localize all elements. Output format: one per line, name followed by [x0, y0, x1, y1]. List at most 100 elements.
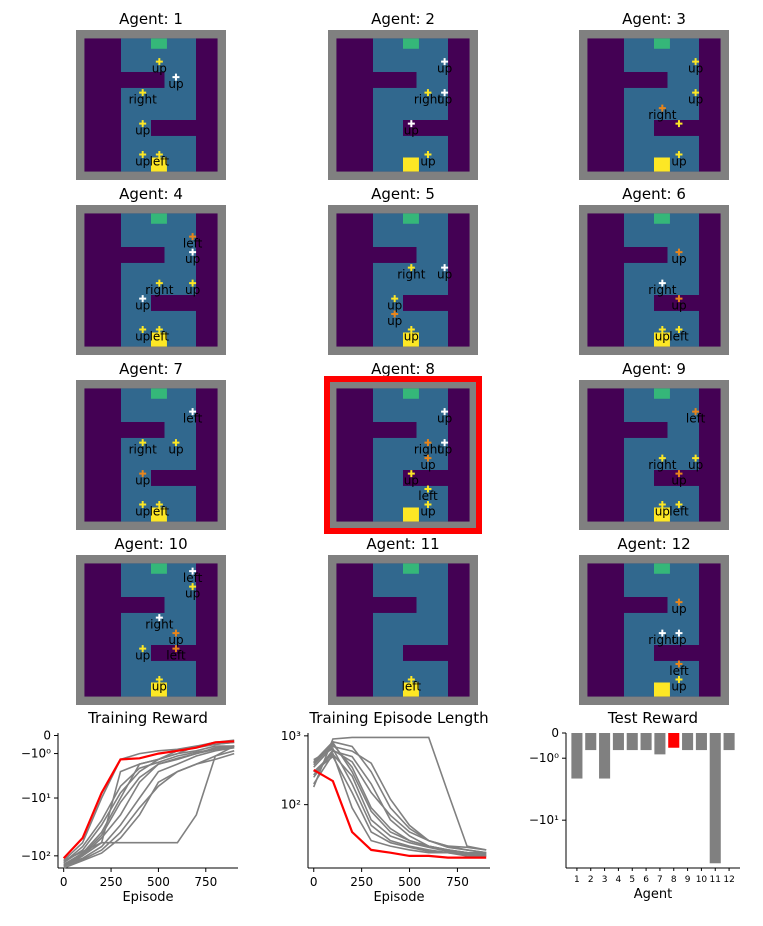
floor-corridor: [373, 38, 448, 172]
agent-marker: [424, 89, 432, 97]
goal-cell: [151, 388, 167, 399]
action-label: up: [185, 283, 200, 297]
panel-title: Agent: 1: [119, 10, 183, 28]
action-label: up: [404, 474, 419, 488]
agent-marker: [675, 501, 683, 509]
inner-wall: [654, 120, 699, 136]
inner-wall: [151, 470, 196, 486]
action-label: right: [414, 93, 442, 107]
floor-corridor: [121, 563, 196, 697]
agent-marker: [675, 151, 683, 159]
bar: [571, 733, 583, 779]
y-tick-label: −10¹: [21, 791, 51, 805]
bar: [626, 733, 638, 751]
agent-marker: [139, 326, 147, 334]
bar: [640, 733, 652, 751]
bar: [599, 733, 611, 779]
action-label: up: [437, 412, 452, 426]
action-label: up: [420, 155, 435, 169]
bar: [709, 733, 721, 864]
chart-title: Test Reward: [607, 709, 698, 727]
agent-marker: [675, 470, 683, 478]
agent-marker: [424, 439, 432, 447]
start-cell: [151, 507, 167, 522]
inner-wall: [624, 422, 668, 438]
line-chart: Training Episode Length 0 250 500 750 10³ 10² E…: [281, 709, 490, 905]
agent-marker: [658, 326, 666, 334]
agent-marker: [441, 264, 449, 272]
action-label: up: [655, 505, 670, 519]
series-line: [63, 746, 235, 866]
series-line: [313, 740, 487, 854]
agent-marker: [407, 326, 415, 334]
action-label: up: [671, 633, 686, 647]
inner-wall: [654, 470, 699, 486]
x-tick-label: 0: [60, 875, 68, 889]
agent-marker: [189, 567, 197, 575]
inner-wall: [654, 295, 699, 311]
agent-marker: [692, 58, 700, 66]
agent-marker: [407, 470, 415, 478]
action-label: right: [648, 108, 676, 122]
panel-title: Agent: 6: [622, 185, 686, 203]
agent-marker: [172, 629, 180, 637]
x-tick-label: 250: [350, 875, 373, 889]
gridworld-panel: Agent: 11 left: [328, 535, 478, 705]
action-label: up: [135, 330, 150, 344]
x-tick-label: 1: [574, 875, 580, 885]
bar: [682, 733, 694, 751]
goal-cell: [654, 563, 670, 574]
agent-marker: [139, 120, 147, 128]
action-label: up: [135, 649, 150, 663]
agent-marker: [658, 104, 666, 112]
agent-marker: [692, 89, 700, 97]
start-cell: [654, 507, 670, 522]
action-label: up: [387, 299, 402, 313]
action-label: right: [648, 458, 676, 472]
goal-cell: [403, 213, 419, 224]
bar: [612, 733, 624, 751]
y-tick-label: 10²: [281, 798, 301, 812]
action-label: up: [688, 93, 703, 107]
agent-marker: [139, 501, 147, 509]
start-cell: [403, 682, 419, 697]
goal-cell: [403, 563, 419, 574]
series-line: [63, 752, 235, 868]
agent-marker: [172, 645, 180, 653]
action-label: up: [671, 680, 686, 694]
action-label: up: [135, 124, 150, 138]
goal-cell: [403, 388, 419, 399]
action-label: up: [135, 474, 150, 488]
y-tick-label: 0: [43, 728, 51, 742]
action-label: right: [648, 633, 676, 647]
action-label: up: [404, 124, 419, 138]
floor-corridor: [373, 388, 448, 522]
agent-marker: [189, 583, 197, 591]
agent-marker: [692, 408, 700, 416]
action-label: up: [688, 458, 703, 472]
agent-marker: [441, 408, 449, 416]
action-label: right: [414, 443, 442, 457]
x-tick-label: 0: [310, 875, 318, 889]
action-label: up: [185, 587, 200, 601]
start-cell: [654, 682, 670, 697]
line-chart: Training Reward 0 250 500 750 0 −10⁰ −10¹ −10² Ep…: [21, 709, 238, 905]
agent-marker: [675, 676, 683, 684]
action-label: left: [150, 155, 170, 169]
x-tick-label: 10: [696, 875, 708, 885]
inner-wall: [403, 645, 448, 661]
inner-wall: [121, 247, 165, 263]
action-label: right: [129, 443, 157, 457]
x-axis-label: Agent: [634, 887, 672, 902]
panel-title: Agent: 4: [119, 185, 183, 203]
action-label: up: [671, 474, 686, 488]
agent-marker: [391, 310, 399, 318]
action-label: left: [402, 680, 422, 694]
action-label: up: [671, 252, 686, 266]
action-label: up: [135, 505, 150, 519]
action-label: up: [420, 458, 435, 472]
y-tick-label: −10⁰: [21, 747, 51, 761]
